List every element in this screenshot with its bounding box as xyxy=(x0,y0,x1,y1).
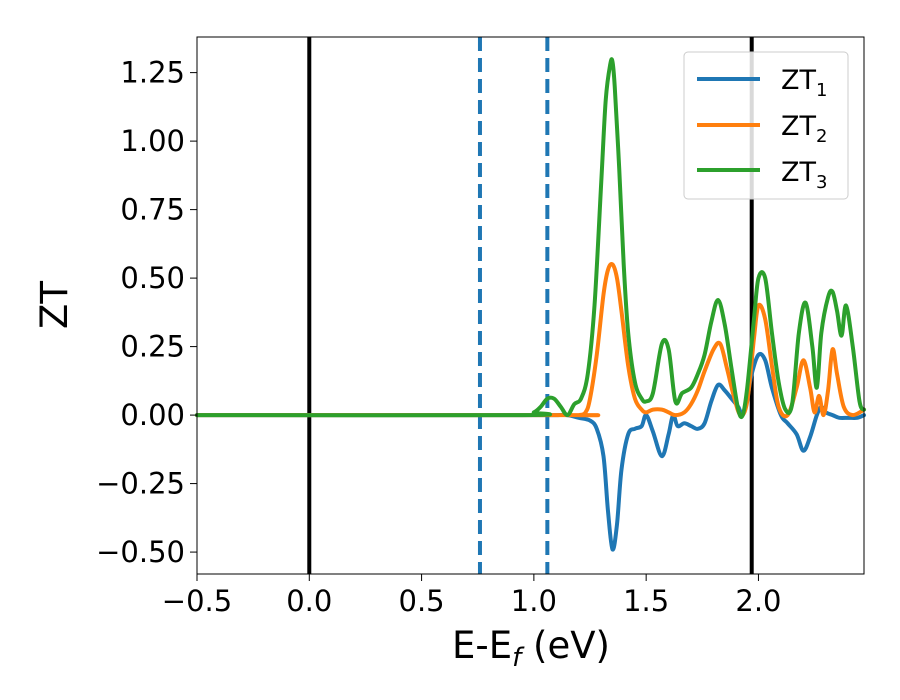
legend-label-zt1: ZT1 xyxy=(781,65,827,101)
y-tick-label: 0.25 xyxy=(120,330,185,364)
x-tick-label: 1.5 xyxy=(623,584,669,618)
y-tick-label: 1.25 xyxy=(120,56,185,90)
y-tick-label: 1.00 xyxy=(120,124,185,158)
legend-label-zt2: ZT2 xyxy=(781,111,827,147)
x-axis-label-unit: (eV) xyxy=(521,624,610,667)
series-line-zt1 xyxy=(195,351,866,552)
y-tick-label: 0.00 xyxy=(120,398,185,432)
legend-box xyxy=(683,51,849,200)
y-tick-label: 0.75 xyxy=(120,193,185,227)
series-line-zt2 xyxy=(195,261,866,419)
y-axis: −0.50 −0.25 0.00 0.25 0.50 0.75 1.00 1.25 xyxy=(96,56,197,569)
y-tick-label: 0.50 xyxy=(120,261,185,295)
y-tick-label: −0.25 xyxy=(96,467,185,501)
series-layer xyxy=(195,57,866,552)
plot-frame xyxy=(196,36,865,575)
series-line-zt3 xyxy=(195,57,866,420)
x-tick-label: 2.0 xyxy=(735,584,781,618)
y-axis-label: ZT xyxy=(33,281,76,329)
legend: ZT1 ZT2 ZT3 xyxy=(683,51,849,200)
x-axis-label-main: E-E xyxy=(452,624,512,667)
x-tick-label: −0.5 xyxy=(162,584,232,618)
x-tick-label: 0.5 xyxy=(399,584,445,618)
x-axis: −0.5 0.0 0.5 1.0 1.5 2.0 xyxy=(162,574,782,618)
x-tick-label: 0.0 xyxy=(286,584,332,618)
x-axis-label: E-Ef (eV) xyxy=(452,624,610,673)
y-tick-label: −0.50 xyxy=(96,535,185,569)
legend-label-zt3: ZT3 xyxy=(781,157,827,193)
x-tick-label: 1.0 xyxy=(511,584,557,618)
